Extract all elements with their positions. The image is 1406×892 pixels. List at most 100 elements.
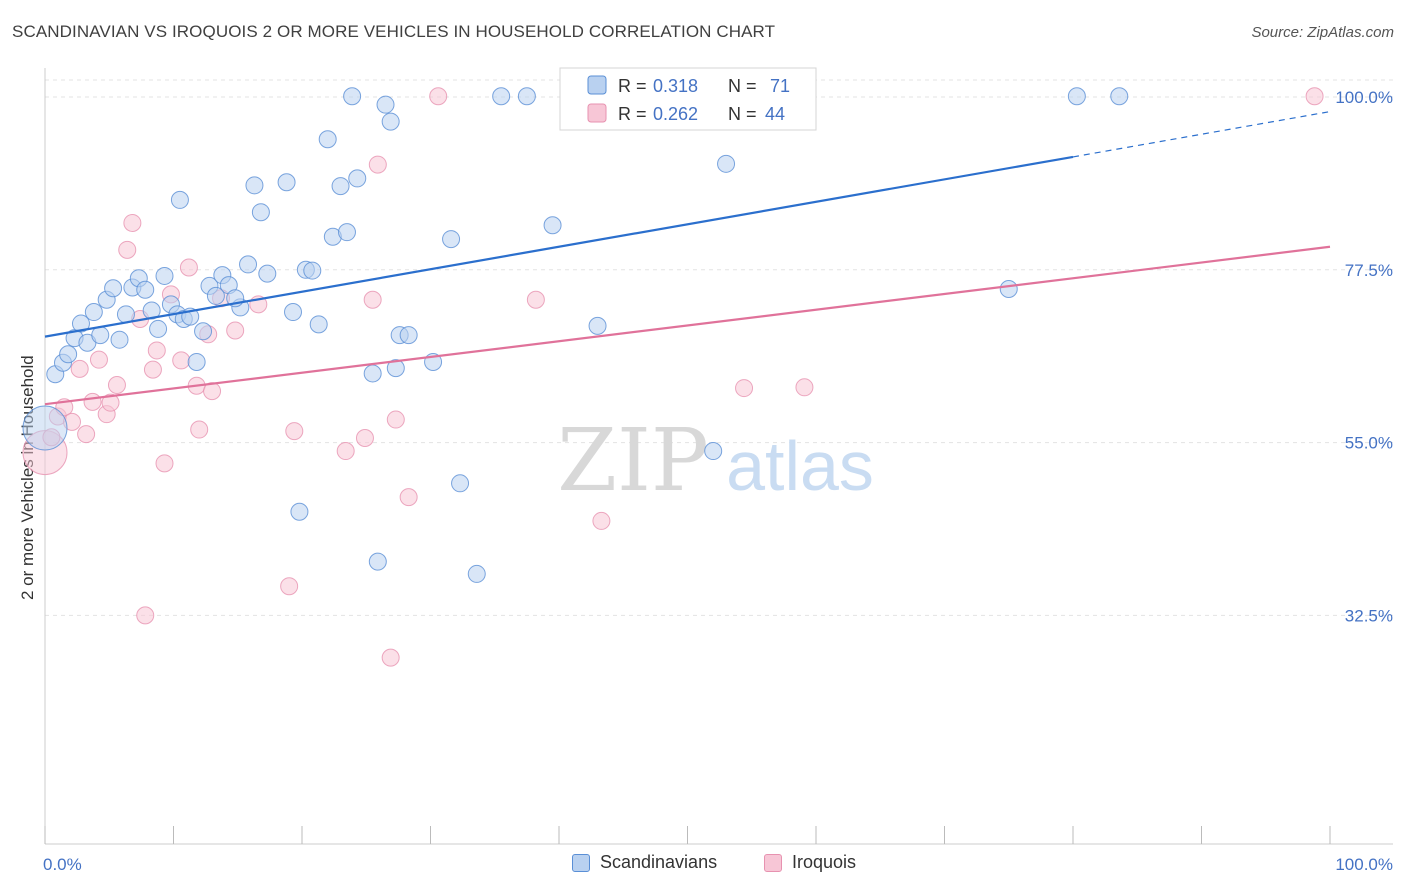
iroquois-point xyxy=(107,376,126,394)
scandinavians-point xyxy=(517,87,536,106)
iroquois-point xyxy=(280,577,299,596)
scandinavians-point xyxy=(492,87,511,106)
scandinavians-point xyxy=(1110,87,1129,106)
scandinavians-point xyxy=(187,352,206,371)
scandinavians-point xyxy=(543,216,562,235)
correlation-legend: R = 0.318 N = 71 R = 0.262 N = 44 xyxy=(559,67,817,131)
scandinavians-point xyxy=(22,405,68,451)
scandinavians-point xyxy=(59,345,78,364)
iroquois-point xyxy=(355,428,374,447)
y-tick-label: 100.0% xyxy=(1335,88,1393,107)
scandinavians-point xyxy=(170,190,189,209)
scandinavians-point xyxy=(149,319,168,338)
scandinavians-point xyxy=(258,264,277,283)
iroquois-point xyxy=(155,454,174,473)
scandinavians-point xyxy=(104,279,123,298)
scandinavians-point xyxy=(999,280,1018,298)
iroquois-point xyxy=(123,213,142,232)
iroquois-point xyxy=(172,351,191,370)
iroquois-point xyxy=(735,379,754,398)
legend-swatch-scandinavians xyxy=(587,75,607,95)
iroquois-point xyxy=(143,360,162,379)
iroquois-point xyxy=(147,341,166,360)
legend-label-iroquois: Iroquois xyxy=(792,852,857,872)
scandinavians-point xyxy=(116,305,135,324)
scandinavians-point xyxy=(194,322,213,341)
iroquois-point xyxy=(429,87,448,106)
iroquois-point xyxy=(83,392,102,411)
scandinavians-point xyxy=(91,326,110,345)
legend-r-value: 0.262 xyxy=(653,104,698,124)
scandinavians-point xyxy=(588,316,607,335)
iroquois-point xyxy=(795,378,814,397)
bottom-legend: Scandinavians Iroquois xyxy=(0,852,1406,878)
legend-r-label: R = xyxy=(618,104,647,124)
legend-n-value: 44 xyxy=(765,104,785,124)
scandinavians-point xyxy=(386,359,405,378)
iroquois-point xyxy=(136,606,155,625)
watermark-zip: ZIP xyxy=(557,411,709,511)
scandinavians-point xyxy=(71,314,90,333)
iroquois-point xyxy=(89,350,108,369)
legend-n-label: N = xyxy=(728,76,757,96)
source-label: Source: ZipAtlas.com xyxy=(1251,24,1394,41)
scandinavians-point xyxy=(1067,87,1086,106)
scandinavians-trend-line xyxy=(44,155,1074,338)
iroquois-point xyxy=(190,420,209,439)
y-tick-label: 55.0% xyxy=(1345,434,1393,453)
chart-title: SCANDINAVIAN VS IROQUOIS 2 OR MORE VEHIC… xyxy=(12,22,776,41)
x-tick-label: 100.0% xyxy=(1335,855,1393,874)
iroquois-trend-line xyxy=(44,245,1331,406)
iroquois-point xyxy=(70,359,89,378)
scandinavians-point xyxy=(136,280,155,299)
legend-swatch-iroquois xyxy=(587,103,607,123)
scandinavians-trend-extension xyxy=(1072,111,1331,158)
legend-label-scandinavians: Scandinavians xyxy=(600,852,718,872)
scandinavians-point xyxy=(84,303,103,322)
scandinavians-point xyxy=(343,87,362,106)
scandinavians-point xyxy=(363,364,382,383)
tick-labels: 100.0% 77.5% 55.0% 32.5% 0.0% 100.0% xyxy=(43,88,1393,874)
watermark: ZIP atlas xyxy=(557,411,874,511)
legend-swatch-iroquois xyxy=(764,853,782,872)
scandinavians-point xyxy=(717,154,736,173)
scandinavians-point xyxy=(309,315,328,334)
scandinavians-point xyxy=(376,95,395,114)
scandinavians-point xyxy=(110,330,129,349)
scandinavians-point xyxy=(245,176,264,195)
iroquois-point xyxy=(77,425,96,444)
scandinavians-point xyxy=(467,564,486,583)
scandinavians-point xyxy=(399,326,418,345)
iroquois-point xyxy=(399,488,418,507)
scandinavians-point xyxy=(303,261,322,280)
scandinavians-point xyxy=(348,169,367,188)
iroquois-point xyxy=(336,442,355,461)
scandinavians-point xyxy=(318,130,337,149)
iroquois-point xyxy=(363,290,382,309)
scandinavians-point xyxy=(290,502,309,521)
iroquois-point xyxy=(179,258,198,277)
scandinavians-point xyxy=(239,255,258,274)
scandinavians-point xyxy=(381,112,400,131)
iroquois-point xyxy=(526,290,545,309)
iroquois-point xyxy=(1305,87,1324,106)
legend-r-value: 0.318 xyxy=(653,76,698,96)
x-tick-label: 0.0% xyxy=(43,855,82,874)
iroquois-point xyxy=(226,321,245,340)
watermark-atlas: atlas xyxy=(726,427,874,505)
scandinavians-point xyxy=(277,173,296,192)
scandinavians-point xyxy=(284,303,303,322)
iroquois-point xyxy=(101,393,120,412)
scandinavians-point xyxy=(206,286,225,305)
legend-swatch-scandinavians xyxy=(572,853,590,872)
y-tick-label: 77.5% xyxy=(1345,261,1393,280)
scandinavians-point xyxy=(442,230,461,249)
legend-n-value: 71 xyxy=(770,76,790,96)
legend-item-scandinavians[interactable]: Scandinavians xyxy=(572,852,717,873)
iroquois-point xyxy=(368,155,387,174)
scandinavians-point xyxy=(155,266,174,285)
legend-item-iroquois[interactable]: Iroquois xyxy=(764,852,856,873)
scandinavians-point xyxy=(251,203,270,222)
legend-r-label: R = xyxy=(618,76,647,96)
